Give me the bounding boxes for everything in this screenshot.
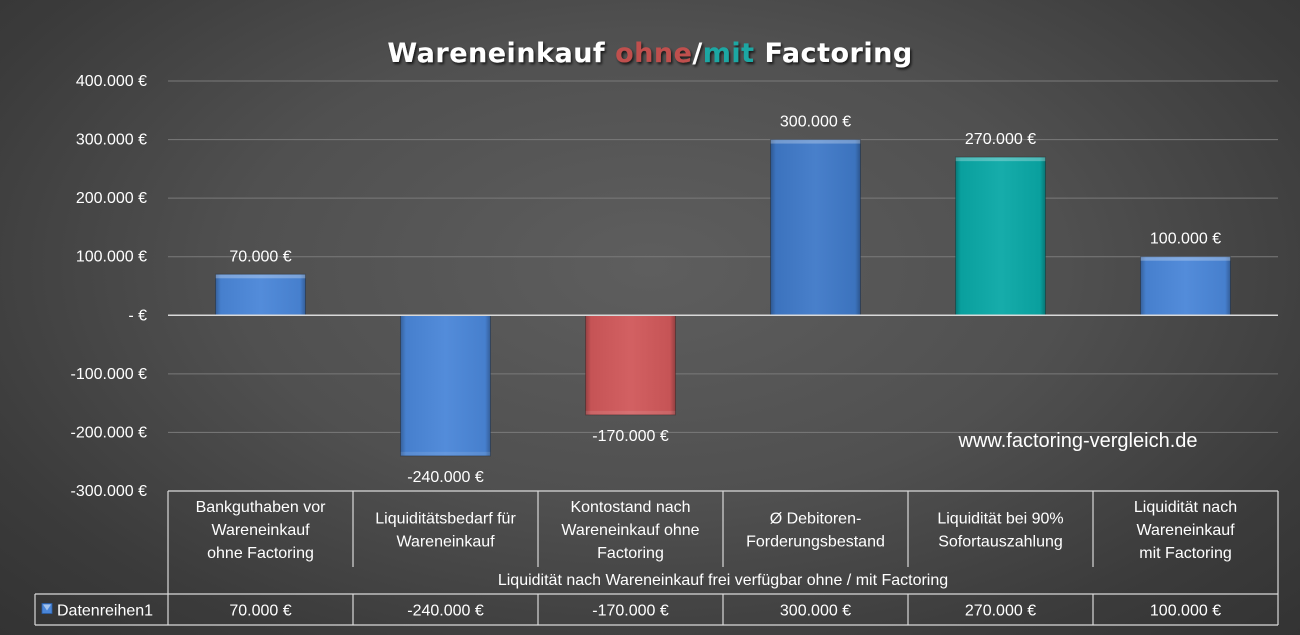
bar [770,139,861,316]
category-label-line: Factoring [597,545,664,562]
y-axis-ticks: 400.000 € 300.000 € 200.000 € 100.000 € - € -… [70,73,147,500]
bar-edge [400,451,491,456]
category-label-line: mit Factoring [1139,545,1231,562]
category-label: Liquidität nach Wareneinkauf mit Factoring [1134,499,1237,562]
category-label-line: Liquidität bei 90% [937,511,1063,528]
x-axis-title: Liquidität nach Wareneinkauf frei verfüg… [498,572,948,589]
bar-bevel [1140,256,1231,316]
category-label: Liquidität bei 90% Sofortauszahlung [937,511,1063,551]
data-table: Bankguthaben vor Wareneinkauf ohne Factori… [34,490,1279,626]
bars [215,139,1231,457]
bar-bevel [585,315,676,415]
category-label-line: Bankguthaben vor [196,499,327,516]
table-value-cell: 70.000 € [229,603,291,620]
bar-edge [1140,256,1231,261]
y-tick-label: - € [128,307,147,324]
category-label-line: Wareneinkauf ohne [561,522,699,539]
series-name: Datenreihen1 [57,603,153,620]
data-label: -170.000 € [592,428,669,445]
watermark: www.factoring-vergleich.de [958,430,1198,452]
bar [1140,256,1231,316]
bar [215,273,306,316]
y-tick-label: -300.000 € [70,483,147,500]
bar-bevel [400,315,491,456]
table-value-cell: -240.000 € [407,603,484,620]
table-value-cell: 270.000 € [965,603,1036,620]
category-label: Liquiditätsbedarf für Wareneinkauf [375,511,516,551]
data-labels: 70.000 € -240.000 € -170.000 € 300.000 € 270… [229,114,1221,486]
data-label: 70.000 € [229,248,291,265]
bar [585,314,676,416]
legend-key-icon [41,603,53,614]
data-label: 300.000 € [780,114,851,131]
category-label-line: Wareneinkauf [1136,522,1235,539]
bar [955,156,1046,316]
bar-edge [955,157,1046,162]
table-value-cell: -170.000 € [592,603,669,620]
bar-edge [770,139,861,144]
y-tick-label: 100.000 € [76,249,147,266]
bar-bevel [215,274,306,316]
category-label-line: Kontostand nach [570,499,690,516]
title-part-mit: mit [703,38,755,69]
data-label: 100.000 € [1150,231,1221,248]
category-label-line: Wareneinkauf [211,522,310,539]
category-label-line: Sofortauszahlung [938,534,1063,551]
y-tick-label: 300.000 € [76,132,147,149]
category-label-line: Wareneinkauf [396,534,495,551]
title-part-ohne: ohne [615,38,692,69]
category-label: Kontostand nach Wareneinkauf ohne Factorin… [561,499,699,562]
bar-bevel [955,157,1046,316]
y-tick-label: 200.000 € [76,190,147,207]
y-tick-label: 400.000 € [76,73,147,90]
title-part-5: Factoring [755,38,913,69]
category-label-line: ohne Factoring [207,545,314,562]
data-label: -240.000 € [407,469,484,486]
table-value-cell: 300.000 € [780,603,851,620]
bar-edge [585,410,676,415]
y-tick-label: -200.000 € [70,424,147,441]
category-label-line: Forderungsbestand [746,534,885,551]
category-label-line: Liquiditätsbedarf für [375,511,516,528]
category-label-line: Ø Debitoren- [770,511,862,528]
category-label-line: Liquidität nach [1134,499,1237,516]
chart-title: Wareneinkauf ohne/mit Factoring [387,38,912,69]
y-tick-label: -100.000 € [70,366,147,383]
data-label: 270.000 € [965,131,1036,148]
title-part-slash: / [692,38,702,69]
bar-edge [215,274,306,279]
bar [400,314,491,457]
title-part-1: Wareneinkauf [387,38,615,69]
category-label: Bankguthaben vor Wareneinkauf ohne Factori… [196,499,327,562]
table-value-cell: 100.000 € [1150,603,1221,620]
category-label: Ø Debitoren- Forderungsbestand [746,511,885,551]
bar-bevel [770,139,861,316]
